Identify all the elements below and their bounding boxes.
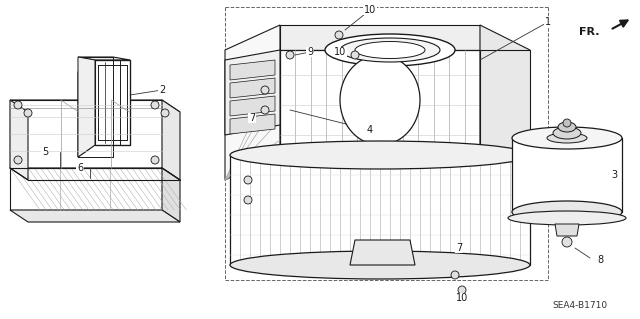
Circle shape [286, 51, 294, 59]
Circle shape [261, 86, 269, 94]
Polygon shape [225, 25, 280, 180]
Circle shape [24, 109, 32, 117]
Text: 10: 10 [364, 5, 376, 15]
Ellipse shape [508, 211, 626, 225]
Ellipse shape [553, 127, 581, 139]
Polygon shape [78, 57, 130, 60]
Polygon shape [512, 138, 622, 212]
Polygon shape [162, 100, 180, 180]
Circle shape [244, 176, 252, 184]
Circle shape [451, 271, 459, 279]
Polygon shape [10, 100, 180, 112]
Ellipse shape [558, 122, 576, 132]
Ellipse shape [547, 133, 587, 143]
Polygon shape [350, 240, 415, 265]
Ellipse shape [512, 201, 622, 223]
Ellipse shape [230, 141, 530, 169]
Polygon shape [10, 100, 162, 168]
Text: 7: 7 [249, 113, 255, 123]
Ellipse shape [230, 251, 530, 279]
Circle shape [151, 101, 159, 109]
Ellipse shape [512, 127, 622, 149]
Text: 5: 5 [42, 147, 48, 157]
Polygon shape [555, 224, 579, 236]
Polygon shape [480, 25, 530, 155]
Text: 3: 3 [611, 170, 617, 180]
Polygon shape [480, 50, 530, 155]
Text: SEA4-B1710: SEA4-B1710 [552, 300, 607, 309]
Circle shape [563, 119, 571, 127]
Polygon shape [230, 114, 275, 134]
Text: 4: 4 [367, 125, 373, 135]
Polygon shape [230, 96, 275, 116]
Text: 2: 2 [159, 85, 165, 95]
Text: 10: 10 [456, 293, 468, 303]
Ellipse shape [355, 41, 425, 58]
Text: 6: 6 [77, 163, 83, 173]
Circle shape [261, 106, 269, 114]
Polygon shape [10, 168, 162, 210]
Text: 7: 7 [456, 243, 462, 253]
Ellipse shape [340, 38, 440, 62]
Polygon shape [78, 57, 95, 157]
Circle shape [161, 109, 169, 117]
Text: 10: 10 [334, 47, 346, 57]
Polygon shape [230, 78, 275, 98]
Circle shape [335, 31, 343, 39]
Polygon shape [225, 50, 280, 135]
Polygon shape [230, 155, 530, 265]
Ellipse shape [340, 55, 420, 145]
Text: 1: 1 [545, 17, 551, 27]
Polygon shape [230, 60, 275, 80]
Circle shape [351, 51, 359, 59]
Polygon shape [280, 50, 480, 155]
Polygon shape [78, 60, 95, 157]
Text: 8: 8 [597, 255, 603, 265]
Polygon shape [10, 100, 28, 180]
Polygon shape [10, 210, 180, 222]
Circle shape [562, 237, 572, 247]
Text: 9: 9 [307, 47, 313, 57]
Polygon shape [280, 25, 480, 50]
Circle shape [458, 286, 466, 294]
Polygon shape [95, 60, 130, 145]
Circle shape [151, 156, 159, 164]
Circle shape [244, 196, 252, 204]
Polygon shape [10, 168, 180, 180]
Polygon shape [162, 168, 180, 222]
Circle shape [14, 101, 22, 109]
Ellipse shape [325, 34, 455, 66]
Text: FR.: FR. [579, 27, 600, 37]
Circle shape [14, 156, 22, 164]
